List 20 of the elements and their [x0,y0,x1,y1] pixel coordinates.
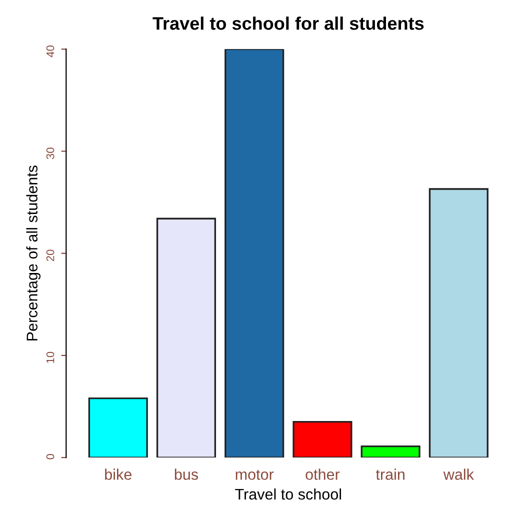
bar [224,49,284,458]
x-tick-label: motor [236,470,274,480]
bar [88,397,148,458]
x-tick-label: walk [443,468,474,480]
x-tick-label: bus [174,468,198,480]
x-tick-label: bike [105,468,132,480]
bar [360,445,420,458]
x-tick-label: other [306,468,340,480]
y-tick-label: 0 [46,454,54,460]
bar [428,188,488,458]
x-tick-label: train [376,468,404,480]
y-axis-title: Percentage of all students [26,166,41,340]
x-axis-title: Travel to school [235,488,342,500]
bar [292,420,352,458]
y-tick-label: 40 [46,46,54,58]
y-tick-label: 10 [46,352,54,363]
bar [156,218,216,458]
y-tick-label: 20 [46,250,54,262]
y-tick-label: 30 [46,148,54,160]
chart-title: Travel to school for all students [152,16,424,30]
